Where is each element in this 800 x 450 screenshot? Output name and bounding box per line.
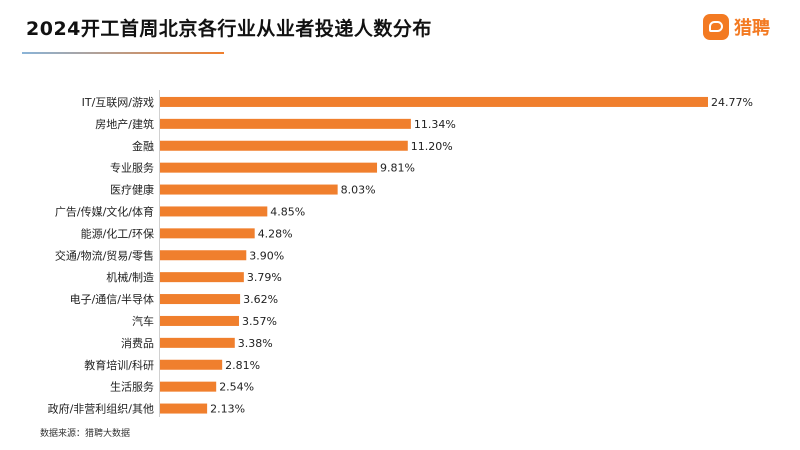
value-label: 3.90% xyxy=(249,249,284,262)
bar xyxy=(160,272,244,283)
value-label: 8.03% xyxy=(341,184,376,197)
value-label: 11.34% xyxy=(414,118,456,131)
category-label: 金融 xyxy=(132,139,154,153)
category-label: 医疗健康 xyxy=(110,183,154,197)
value-label: 2.13% xyxy=(210,403,245,416)
bars-layer: IT/互联网/游戏 24.77% 房地产/建筑 11.34% 金融 11.20% 专业服务 9… xyxy=(48,96,753,416)
bar xyxy=(160,359,223,370)
category-label: 教育培训/科研 xyxy=(84,358,154,372)
value-label: 11.20% xyxy=(411,140,453,153)
bar xyxy=(160,381,217,392)
value-label: 4.28% xyxy=(258,227,293,240)
bar xyxy=(160,96,708,107)
bar xyxy=(160,206,268,217)
value-label: 3.62% xyxy=(243,293,278,306)
category-label: 汽车 xyxy=(132,314,154,328)
category-label: 专业服务 xyxy=(110,161,154,175)
category-label: 政府/非营利组织/其他 xyxy=(48,402,154,416)
value-label: 24.77% xyxy=(711,96,753,109)
bar xyxy=(160,250,247,261)
category-label: 能源/化工/环保 xyxy=(81,226,154,240)
value-label: 3.79% xyxy=(247,271,282,284)
category-label: 电子/通信/半导体 xyxy=(70,292,154,306)
bar xyxy=(160,228,255,239)
bar xyxy=(160,403,208,414)
chat-bubble-icon xyxy=(703,14,729,40)
value-label: 3.57% xyxy=(242,315,277,328)
bar xyxy=(160,315,239,326)
data-source: 数据来源：猎聘大数据 xyxy=(40,429,131,439)
bar xyxy=(160,162,378,173)
bar xyxy=(160,294,241,305)
title-underline xyxy=(22,52,224,54)
category-label: 生活服务 xyxy=(110,380,154,394)
value-label: 3.38% xyxy=(238,337,273,350)
category-label: IT/互联网/游戏 xyxy=(82,96,154,109)
bar xyxy=(160,337,235,348)
value-label: 9.81% xyxy=(380,162,415,175)
value-label: 4.85% xyxy=(270,205,305,218)
brand-name: 猎聘 xyxy=(734,18,770,39)
bar xyxy=(160,140,408,151)
value-label: 2.54% xyxy=(219,381,254,394)
bar xyxy=(160,118,411,129)
category-label: 消费品 xyxy=(121,336,154,350)
bar xyxy=(160,184,338,195)
category-label: 广告/传媒/文化/体育 xyxy=(55,204,154,218)
value-label: 2.81% xyxy=(225,359,260,372)
brand-logo: 猎聘 xyxy=(703,14,770,40)
category-label: 交通/物流/贸易/零售 xyxy=(55,248,154,262)
chart-title: 2024开工首周北京各行业从业者投递人数分布 xyxy=(26,18,432,40)
category-label: 房地产/建筑 xyxy=(95,117,154,131)
category-label: 机械/制造 xyxy=(106,270,154,284)
